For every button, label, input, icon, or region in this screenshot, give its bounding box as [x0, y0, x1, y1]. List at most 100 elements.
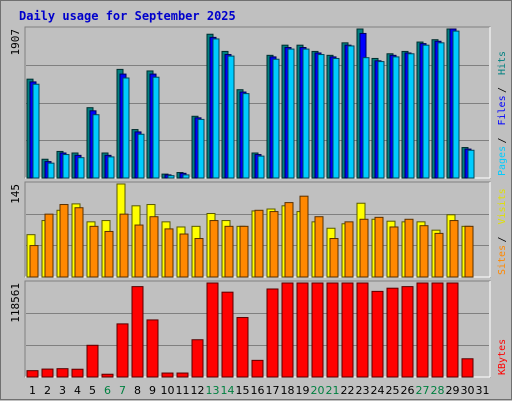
x-tick-label: 17 [266, 384, 280, 397]
bar-sites-day-6 [104, 230, 114, 278]
bar-kbytes-day-4 [71, 368, 84, 378]
bar-kbytes-day-2 [41, 368, 54, 378]
bar-pages-day-26 [407, 53, 415, 179]
bar-sites-day-10 [164, 228, 174, 278]
bar-kbytes-day-17 [266, 288, 279, 378]
chart-title: Daily usage for September 2025 [19, 9, 236, 23]
x-tick-label: 19 [296, 384, 310, 397]
bar-sites-day-2 [44, 213, 54, 278]
bar-sites-day-21 [329, 238, 339, 278]
y-axis-max-label: 118561 [9, 283, 22, 323]
bar-kbytes-day-18 [281, 282, 294, 378]
bar-sites-day-29 [449, 220, 459, 278]
y-axis-max-label: 1907 [9, 29, 22, 56]
bar-pages-day-27 [422, 44, 430, 179]
x-tick-label: 12 [191, 384, 205, 397]
bar-kbytes-day-23 [356, 282, 369, 378]
x-tick-label: 26 [401, 384, 415, 397]
bar-pages-day-15 [242, 93, 250, 179]
bar-sites-day-28 [434, 232, 444, 278]
bar-kbytes-day-25 [386, 287, 399, 378]
bar-pages-day-1 [32, 83, 40, 179]
bar-pages-day-17 [272, 58, 280, 179]
bar-pages-day-3 [62, 154, 70, 179]
bar-pages-day-18 [287, 48, 295, 179]
x-tick-label: 20 [311, 384, 325, 397]
x-tick-label: 28 [431, 384, 445, 397]
bar-sites-day-27 [419, 225, 429, 278]
bar-sites-day-17 [269, 211, 279, 278]
bar-sites-day-9 [149, 216, 159, 278]
legend-separator: / [497, 236, 508, 242]
bar-sites-day-8 [134, 224, 144, 278]
bar-sites-day-24 [374, 216, 384, 278]
x-tick-label: 15 [236, 384, 250, 397]
bar-kbytes-day-7 [116, 323, 129, 378]
bar-pages-day-20 [317, 54, 325, 179]
x-tick-label: 8 [134, 384, 141, 397]
legend-files: Files [497, 95, 508, 125]
bar-kbytes-day-27 [416, 282, 429, 378]
x-tick-label: 29 [446, 384, 460, 397]
x-tick-label: 24 [371, 384, 385, 397]
x-tick-label: 21 [326, 384, 340, 397]
bar-kbytes-day-6 [101, 373, 114, 378]
bar-sites-day-30 [464, 225, 474, 278]
bar-sites-day-13 [209, 220, 219, 278]
bar-pages-day-4 [77, 157, 85, 179]
x-tick-label: 25 [386, 384, 400, 397]
bar-sites-day-19 [299, 195, 309, 278]
bar-kbytes-day-28 [431, 282, 444, 378]
x-tick-label: 4 [74, 384, 81, 397]
x-tick-label: 22 [341, 384, 355, 397]
bar-pages-day-28 [437, 42, 445, 179]
series-legend: KBytes [497, 339, 508, 375]
bar-pages-day-14 [227, 55, 235, 179]
x-tick-label: 3 [59, 384, 66, 397]
bar-kbytes-day-13 [206, 282, 219, 378]
x-tick-label: 18 [281, 384, 295, 397]
bar-sites-day-5 [89, 225, 99, 278]
bar-kbytes-day-21 [326, 282, 339, 378]
bar-pages-day-13 [212, 38, 220, 179]
x-tick-label: 6 [104, 384, 111, 397]
bar-pages-day-8 [137, 133, 145, 179]
x-tick-label: 5 [89, 384, 96, 397]
bar-sites-day-4 [74, 207, 84, 278]
bar-kbytes-day-5 [86, 344, 99, 378]
x-tick-label: 31 [476, 384, 490, 397]
bar-pages-day-24 [377, 61, 385, 179]
bar-kbytes-day-8 [131, 286, 144, 378]
legend-visits: Visits [497, 188, 508, 224]
bar-pages-day-21 [332, 57, 340, 179]
bar-sites-day-20 [314, 216, 324, 278]
bar-kbytes-day-29 [446, 282, 459, 378]
bar-kbytes-day-14 [221, 291, 234, 378]
bar-sites-day-1 [29, 245, 39, 278]
bar-pages-day-2 [47, 162, 55, 179]
bar-pages-day-23 [362, 57, 370, 179]
bar-kbytes-day-30 [461, 358, 474, 378]
bar-pages-day-19 [302, 48, 310, 179]
bar-kbytes-day-12 [191, 339, 204, 378]
bar-sites-day-7 [119, 213, 129, 278]
bar-sites-day-3 [59, 204, 69, 278]
series-legend: Sites / Visits [497, 188, 508, 275]
series-legend: Pages / Files / Hits [497, 51, 508, 176]
legend-separator: / [497, 87, 508, 93]
bar-kbytes-day-11 [176, 372, 189, 378]
bar-pages-day-9 [152, 76, 160, 179]
legend-sites: Sites [497, 245, 508, 275]
bar-pages-day-29 [452, 30, 460, 179]
bar-kbytes-day-16 [251, 359, 264, 378]
bar-pages-day-11 [182, 174, 190, 179]
x-tick-label: 7 [119, 384, 126, 397]
bar-pages-day-22 [347, 45, 355, 179]
x-tick-label: 23 [356, 384, 370, 397]
bar-pages-day-16 [257, 155, 265, 179]
bar-sites-day-14 [224, 225, 234, 278]
bar-sites-day-15 [239, 225, 249, 278]
bar-pages-day-10 [167, 175, 175, 179]
bar-sites-day-26 [404, 218, 414, 278]
